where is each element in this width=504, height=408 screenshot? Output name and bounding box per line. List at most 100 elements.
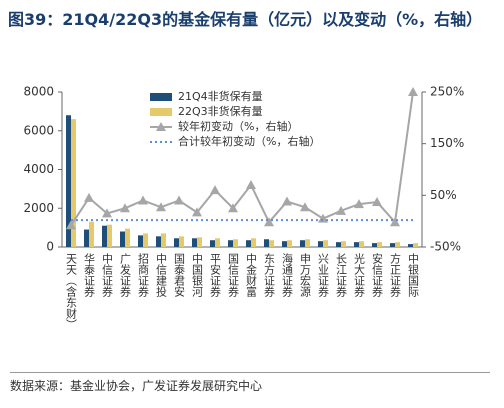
- x-tick-label: 兴业证券: [317, 253, 330, 297]
- bar: [408, 244, 413, 247]
- legend-label: 21Q4非货保有量: [178, 89, 263, 103]
- marker: [300, 202, 310, 212]
- x-tick-label: 平安证券: [209, 253, 222, 297]
- marker: [282, 196, 292, 206]
- marker: [174, 195, 184, 205]
- bar: [179, 236, 184, 247]
- bar: [264, 239, 269, 247]
- chart: 0 2000 4000 6000 8000 -50% 50% 150% 250% 天天（含东财） 华…: [23, 85, 464, 331]
- bar: [107, 224, 112, 247]
- bar: [287, 240, 292, 247]
- x-tick-label: 方正证券: [389, 252, 402, 297]
- x-tick-label: 国信证券: [227, 253, 240, 297]
- legend-label: 22Q3非货保有量: [178, 104, 263, 118]
- y-tick-label: 0: [46, 240, 54, 254]
- bar: [174, 238, 179, 247]
- bar: [305, 239, 310, 247]
- y2-tick-label: 50%: [430, 188, 457, 202]
- bar: [372, 243, 377, 247]
- bar: [228, 240, 233, 247]
- marker: [66, 220, 76, 230]
- x-tick-label: 招商证券: [137, 252, 150, 297]
- bar: [125, 228, 130, 247]
- marker: [84, 192, 94, 202]
- bar: [390, 243, 395, 247]
- bar: [215, 238, 220, 247]
- bar: [143, 233, 148, 247]
- bar: [161, 233, 166, 247]
- marker: [138, 195, 148, 205]
- legend-marker: [156, 122, 166, 131]
- bar: [377, 242, 382, 247]
- bar: [246, 240, 251, 247]
- x-tick-label: 天天（含东财）: [65, 253, 78, 330]
- marker: [408, 87, 418, 96]
- marker: [120, 203, 130, 213]
- x-tick-label: 中信证券: [101, 253, 114, 297]
- bar: [395, 242, 400, 247]
- bar: [318, 241, 323, 247]
- x-tick-label: 华泰证券: [83, 252, 96, 297]
- bar: [197, 237, 202, 247]
- x-tick-label: 海通证券: [281, 252, 294, 297]
- chart-title: 图39：21Q4/22Q3的基金保有量（亿元）以及变动（%，右轴）: [8, 10, 483, 29]
- x-tick-label: 东方证券: [263, 253, 276, 297]
- x-tick-label: 广发证券: [119, 253, 132, 297]
- bar: [300, 240, 305, 247]
- bar: [89, 221, 94, 247]
- y-tick-label: 2000: [23, 201, 54, 215]
- marker: [390, 217, 400, 227]
- marker: [102, 208, 112, 218]
- bar: [336, 242, 341, 247]
- y2-tick-label: -50%: [430, 240, 461, 254]
- bar: [210, 240, 215, 247]
- bar: [192, 238, 197, 247]
- x-tick-label: 中信建投: [155, 253, 168, 298]
- x-tick-label: 中金财富: [245, 253, 258, 298]
- y2-tick-label: 250%: [430, 85, 464, 99]
- marker: [264, 217, 274, 227]
- marker: [228, 203, 238, 213]
- marker: [372, 197, 382, 207]
- y-tick-label: 8000: [23, 85, 54, 99]
- bar: [413, 243, 418, 247]
- marker: [246, 180, 256, 189]
- source: 数据来源：基金业协会，广发证券发展研究中心: [10, 372, 490, 394]
- legend-swatch: [150, 93, 172, 101]
- bar: [323, 240, 328, 247]
- bar: [120, 231, 125, 247]
- y-tick-label: 4000: [23, 162, 54, 176]
- x-tick-label: 中国银河: [191, 253, 204, 297]
- bar: [138, 235, 143, 247]
- bar: [233, 239, 238, 247]
- x-tick-label: 中银国际: [407, 253, 420, 298]
- bar: [71, 119, 76, 247]
- x-tick-label: 国泰君安: [173, 253, 186, 298]
- legend-swatch: [150, 108, 172, 116]
- x-tick-label: 安信证券: [371, 252, 384, 297]
- x-tick-label: 光大证券: [353, 252, 366, 297]
- marker: [192, 207, 202, 217]
- marker: [210, 185, 220, 195]
- legend-label: 合计较年初变动（%，右轴）: [178, 134, 320, 148]
- bar: [156, 236, 161, 247]
- bar: [251, 238, 256, 247]
- bar: [269, 240, 274, 247]
- bar: [102, 225, 107, 247]
- marker: [318, 213, 328, 223]
- x-tick-label: 申万宏源: [299, 253, 312, 298]
- marker: [156, 202, 166, 212]
- bar: [354, 242, 359, 247]
- marker: [336, 205, 346, 215]
- bar: [84, 229, 89, 247]
- bar: [359, 241, 364, 247]
- bar: [282, 241, 287, 247]
- bar: [341, 241, 346, 247]
- x-tick-label: 长江证券: [335, 253, 348, 297]
- legend-label: 较年初变动（%，右轴）: [178, 119, 298, 133]
- marker: [354, 199, 364, 209]
- y2-tick-label: 150%: [430, 136, 464, 150]
- bar: [66, 115, 71, 247]
- y-tick-label: 6000: [23, 123, 54, 137]
